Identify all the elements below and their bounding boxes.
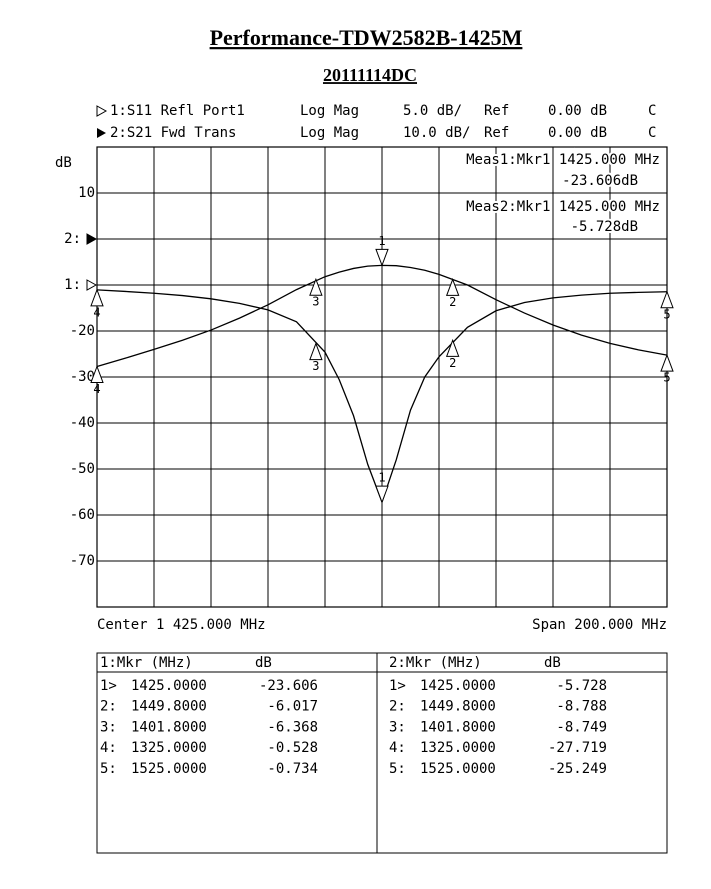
- marker: [660, 290, 674, 309]
- table-marker: 5:: [389, 761, 406, 777]
- y-tick-label: -30: [70, 369, 95, 385]
- y-tick-label: -40: [70, 415, 95, 431]
- table-marker: 4:: [100, 740, 117, 756]
- y-tick-label: -60: [70, 507, 95, 523]
- marker-label: 5: [663, 307, 670, 321]
- channel-1-symbol: [96, 105, 108, 117]
- channel-scale: 5.0 dB/: [403, 103, 462, 119]
- table-value: -6.368: [267, 719, 318, 735]
- marker: [90, 365, 104, 384]
- table-frame: [96, 652, 668, 854]
- table-marker: 1>: [389, 678, 406, 694]
- channel-scale: 10.0 dB/: [403, 125, 470, 141]
- y-tick-label: -70: [70, 553, 95, 569]
- channel-format: Log Mag: [300, 125, 359, 141]
- table-header: 2:Mkr (MHz): [389, 655, 482, 671]
- table-value: -6.017: [267, 699, 318, 715]
- marker: [660, 353, 674, 372]
- measurement-annotation: Meas1:Mkr1 1425.000 MHz: [466, 152, 660, 168]
- title: Performance-TDW2582B-1425M: [210, 25, 523, 50]
- table-frequency: 1325.0000: [131, 740, 207, 756]
- grid: [97, 147, 667, 607]
- y-tick-label: 2:: [64, 231, 81, 247]
- table-frequency: 1449.8000: [131, 699, 207, 715]
- table-marker: 3:: [100, 719, 117, 735]
- table-marker: 5:: [100, 761, 117, 777]
- marker-label: 3: [312, 359, 319, 373]
- y-axis-label: dB: [55, 155, 72, 171]
- measurement-annotation: -23.606dB: [562, 173, 638, 189]
- channel-ref-label: Ref: [484, 125, 509, 141]
- x-span-label: Span 200.000 MHz: [532, 617, 667, 633]
- table-frequency: 1401.8000: [420, 719, 496, 735]
- channel-flag: C: [648, 103, 656, 119]
- channel-flag: C: [648, 125, 656, 141]
- marker-label: 1: [378, 234, 385, 248]
- table-frequency: 1525.0000: [420, 761, 496, 777]
- table-marker: 2:: [100, 699, 117, 715]
- table-value: -27.719: [548, 740, 607, 756]
- marker: [309, 342, 323, 361]
- table-frequency: 1449.8000: [420, 699, 496, 715]
- marker-label: 2: [449, 356, 456, 370]
- table-marker: 1>: [100, 678, 117, 694]
- marker: [375, 248, 389, 267]
- y-tick-label: 10: [78, 185, 95, 201]
- table-value: -25.249: [548, 761, 607, 777]
- subtitle: 20111114DC: [323, 65, 417, 85]
- table-frequency: 1425.0000: [131, 678, 207, 694]
- table-value: -8.788: [556, 699, 607, 715]
- marker-label: 2: [449, 295, 456, 309]
- table-header: dB: [255, 655, 272, 671]
- table-frequency: 1325.0000: [420, 740, 496, 756]
- table-frequency: 1401.8000: [131, 719, 207, 735]
- table-marker: 4:: [389, 740, 406, 756]
- table-marker: 2:: [389, 699, 406, 715]
- reference-arrow: [86, 279, 98, 291]
- channel-2-symbol: [97, 128, 106, 138]
- measurement-annotation: -5.728dB: [571, 219, 638, 235]
- marker: [309, 277, 323, 296]
- marker: [375, 485, 389, 504]
- table-header: dB: [544, 655, 561, 671]
- marker-label: 3: [312, 295, 319, 309]
- table-value: -23.606: [259, 678, 318, 694]
- marker-label: 1: [378, 471, 385, 485]
- marker-label: 4: [93, 382, 100, 396]
- x-start-label: Center 1 425.000 MHz: [97, 617, 266, 633]
- table-marker: 3:: [389, 719, 406, 735]
- table-frequency: 1525.0000: [131, 761, 207, 777]
- y-tick-label: -20: [70, 323, 95, 339]
- marker: [445, 338, 460, 357]
- y-tick-label: -50: [70, 461, 95, 477]
- channel-trace: 2:S21 Fwd Trans: [110, 125, 236, 141]
- channel-trace: 1:S11 Refl Port1: [110, 103, 245, 119]
- channel-ref: 0.00 dB: [548, 125, 607, 141]
- table-value: -0.528: [267, 740, 318, 756]
- y-tick-label: 1:: [64, 277, 81, 293]
- table-value: -5.728: [556, 678, 607, 694]
- reference-arrow: [86, 233, 98, 245]
- table-frequency: 1425.0000: [420, 678, 496, 694]
- measurement-annotation: Meas2:Mkr1 1425.000 MHz: [466, 199, 660, 215]
- marker-label: 4: [93, 305, 100, 319]
- channel-ref: 0.00 dB: [548, 103, 607, 119]
- table-value: -0.734: [267, 761, 318, 777]
- marker: [445, 278, 460, 296]
- channel-ref-label: Ref: [484, 103, 509, 119]
- table-value: -8.749: [556, 719, 607, 735]
- marker: [90, 288, 104, 307]
- marker-label: 5: [663, 371, 670, 385]
- table-header: 1:Mkr (MHz): [100, 655, 193, 671]
- channel-format: Log Mag: [300, 103, 359, 119]
